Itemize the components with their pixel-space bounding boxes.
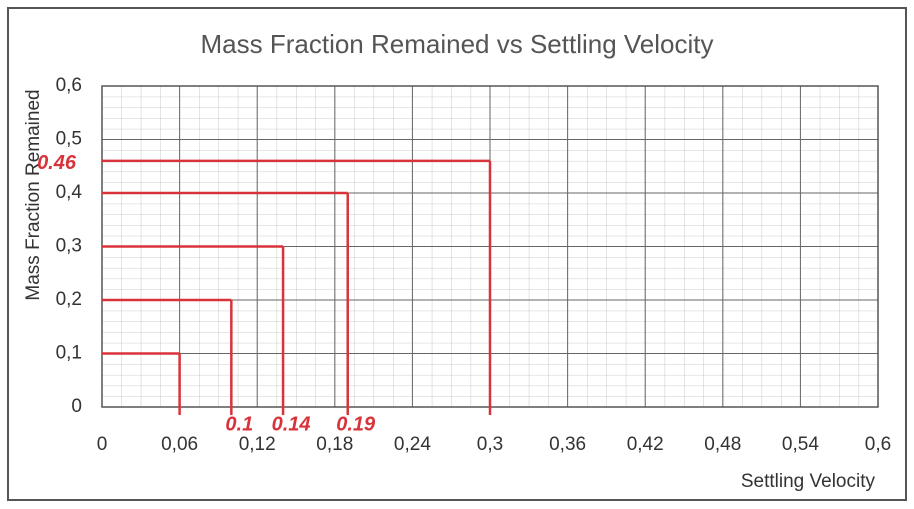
x-tick-label: 0,12: [239, 434, 276, 455]
guide-x-label: 0.14: [272, 413, 311, 435]
x-tick-label: 0,3: [477, 434, 503, 455]
x-axis-label: Settling Velocity: [741, 471, 876, 492]
x-tick-label: 0,06: [161, 434, 198, 455]
y-tick-label: 0,2: [56, 289, 82, 310]
x-tick-label: 0,42: [627, 434, 664, 455]
guide-x-label: 0.19: [336, 413, 376, 435]
x-tick-label: 0,36: [549, 434, 586, 455]
y-tick-label: 0,5: [56, 129, 82, 150]
x-tick-label: 0,24: [394, 434, 431, 455]
y-axis-label: Mass Fraction Remained: [23, 89, 44, 300]
y-tick-label: 0,4: [56, 182, 83, 203]
x-tick-label: 0,48: [704, 434, 741, 455]
y-tick-label: 0,3: [56, 236, 82, 257]
x-tick-label: 0,18: [316, 434, 353, 455]
y-tick-label: 0: [71, 396, 82, 417]
y-tick-label: 0,1: [56, 343, 82, 364]
x-tick-label: 0,54: [782, 434, 819, 455]
guide-y-label: 0.46: [37, 152, 77, 174]
x-tick-label: 0,6: [865, 434, 891, 455]
chart-title: Mass Fraction Remained vs Settling Veloc…: [201, 29, 714, 59]
x-tick-label: 0: [97, 434, 108, 455]
y-tick-label: 0,6: [56, 75, 82, 96]
guide-x-label: 0.1: [225, 413, 253, 435]
